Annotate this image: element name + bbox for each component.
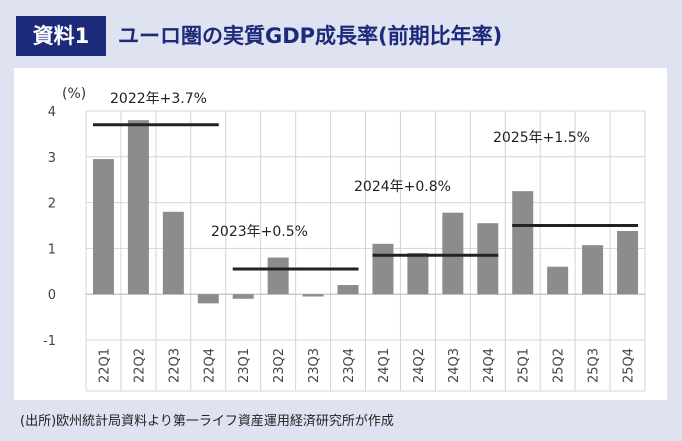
x-tick-layer: 22Q1 22Q2 22Q3 22Q4 23Q1 23Q2 23Q3 23Q4 24Q1 24Q2… <box>97 348 636 383</box>
x-tick-label: 24Q4 <box>482 348 497 383</box>
y-tick-label: 1 <box>48 242 56 257</box>
annotation-2025: 2025年+1.5% <box>493 130 590 146</box>
annotation-layer: 2022年+3.7% 2023年+0.5% 2024年+0.8% 2025年+1.5% <box>110 91 590 240</box>
y-tick-label: 2 <box>48 197 56 212</box>
y-tick-label: 0 <box>48 288 56 303</box>
x-tick-label: 24Q1 <box>377 348 392 383</box>
x-tick-label: 22Q3 <box>167 348 182 383</box>
bar-22Q1 <box>92 159 114 295</box>
y-tick-label: 4 <box>48 105 56 120</box>
annotation-2023: 2023年+0.5% <box>211 224 308 240</box>
bar-25Q1 <box>512 191 534 295</box>
bar-layer <box>92 120 639 304</box>
source-note: (出所)欧州統計局資料より第一ライフ資産運用経済研究所が作成 <box>20 414 394 429</box>
x-tick-label: 22Q1 <box>97 348 112 383</box>
chart-title: ユーロ圏の実質GDP成長率(前期比年率) <box>118 24 503 48</box>
bar-23Q3 <box>302 294 324 297</box>
grid-layer <box>85 110 646 392</box>
bar-23Q2 <box>267 257 289 295</box>
axis-layer: -1 0 1 2 3 4 (%) <box>43 86 645 349</box>
x-tick-label: 23Q1 <box>237 348 252 383</box>
annual-average-layer <box>92 123 639 271</box>
y-axis-unit-label: (%) <box>62 86 86 102</box>
bar-24Q1 <box>372 243 394 295</box>
annotation-2024: 2024年+0.8% <box>354 179 451 195</box>
bar-24Q3 <box>442 212 464 295</box>
bar-24Q4 <box>477 223 499 295</box>
bar-25Q4 <box>617 230 639 295</box>
annotation-2022: 2022年+3.7% <box>110 91 207 107</box>
bar-22Q2 <box>127 120 149 295</box>
x-tick-label: 25Q3 <box>587 348 602 383</box>
x-tick-label: 24Q2 <box>412 348 427 383</box>
x-tick-label: 23Q2 <box>272 348 287 383</box>
x-tick-label: 24Q3 <box>447 348 462 383</box>
x-tick-label: 22Q4 <box>202 348 217 383</box>
y-tick-label: 3 <box>48 151 56 166</box>
bar-22Q4 <box>197 294 219 304</box>
chart-panel: -1 0 1 2 3 4 (%) 22Q1 22Q2 22Q3 22Q4 23Q1 23Q2 23Q3 2… <box>14 68 667 400</box>
bar-25Q2 <box>547 266 569 295</box>
bar-23Q4 <box>337 285 359 295</box>
x-tick-label: 23Q4 <box>342 348 357 383</box>
x-tick-label: 25Q1 <box>517 348 532 383</box>
x-tick-label: 25Q2 <box>552 348 567 383</box>
bar-22Q3 <box>162 211 184 295</box>
bar-24Q2 <box>407 252 429 295</box>
bar-25Q3 <box>582 245 604 295</box>
x-tick-label: 25Q4 <box>622 348 637 383</box>
bar-23Q1 <box>232 294 254 299</box>
y-tick-label: -1 <box>43 334 56 349</box>
x-tick-label: 23Q3 <box>307 348 322 383</box>
figure-badge: 資料1 <box>16 16 106 56</box>
x-tick-label: 22Q2 <box>132 348 147 383</box>
